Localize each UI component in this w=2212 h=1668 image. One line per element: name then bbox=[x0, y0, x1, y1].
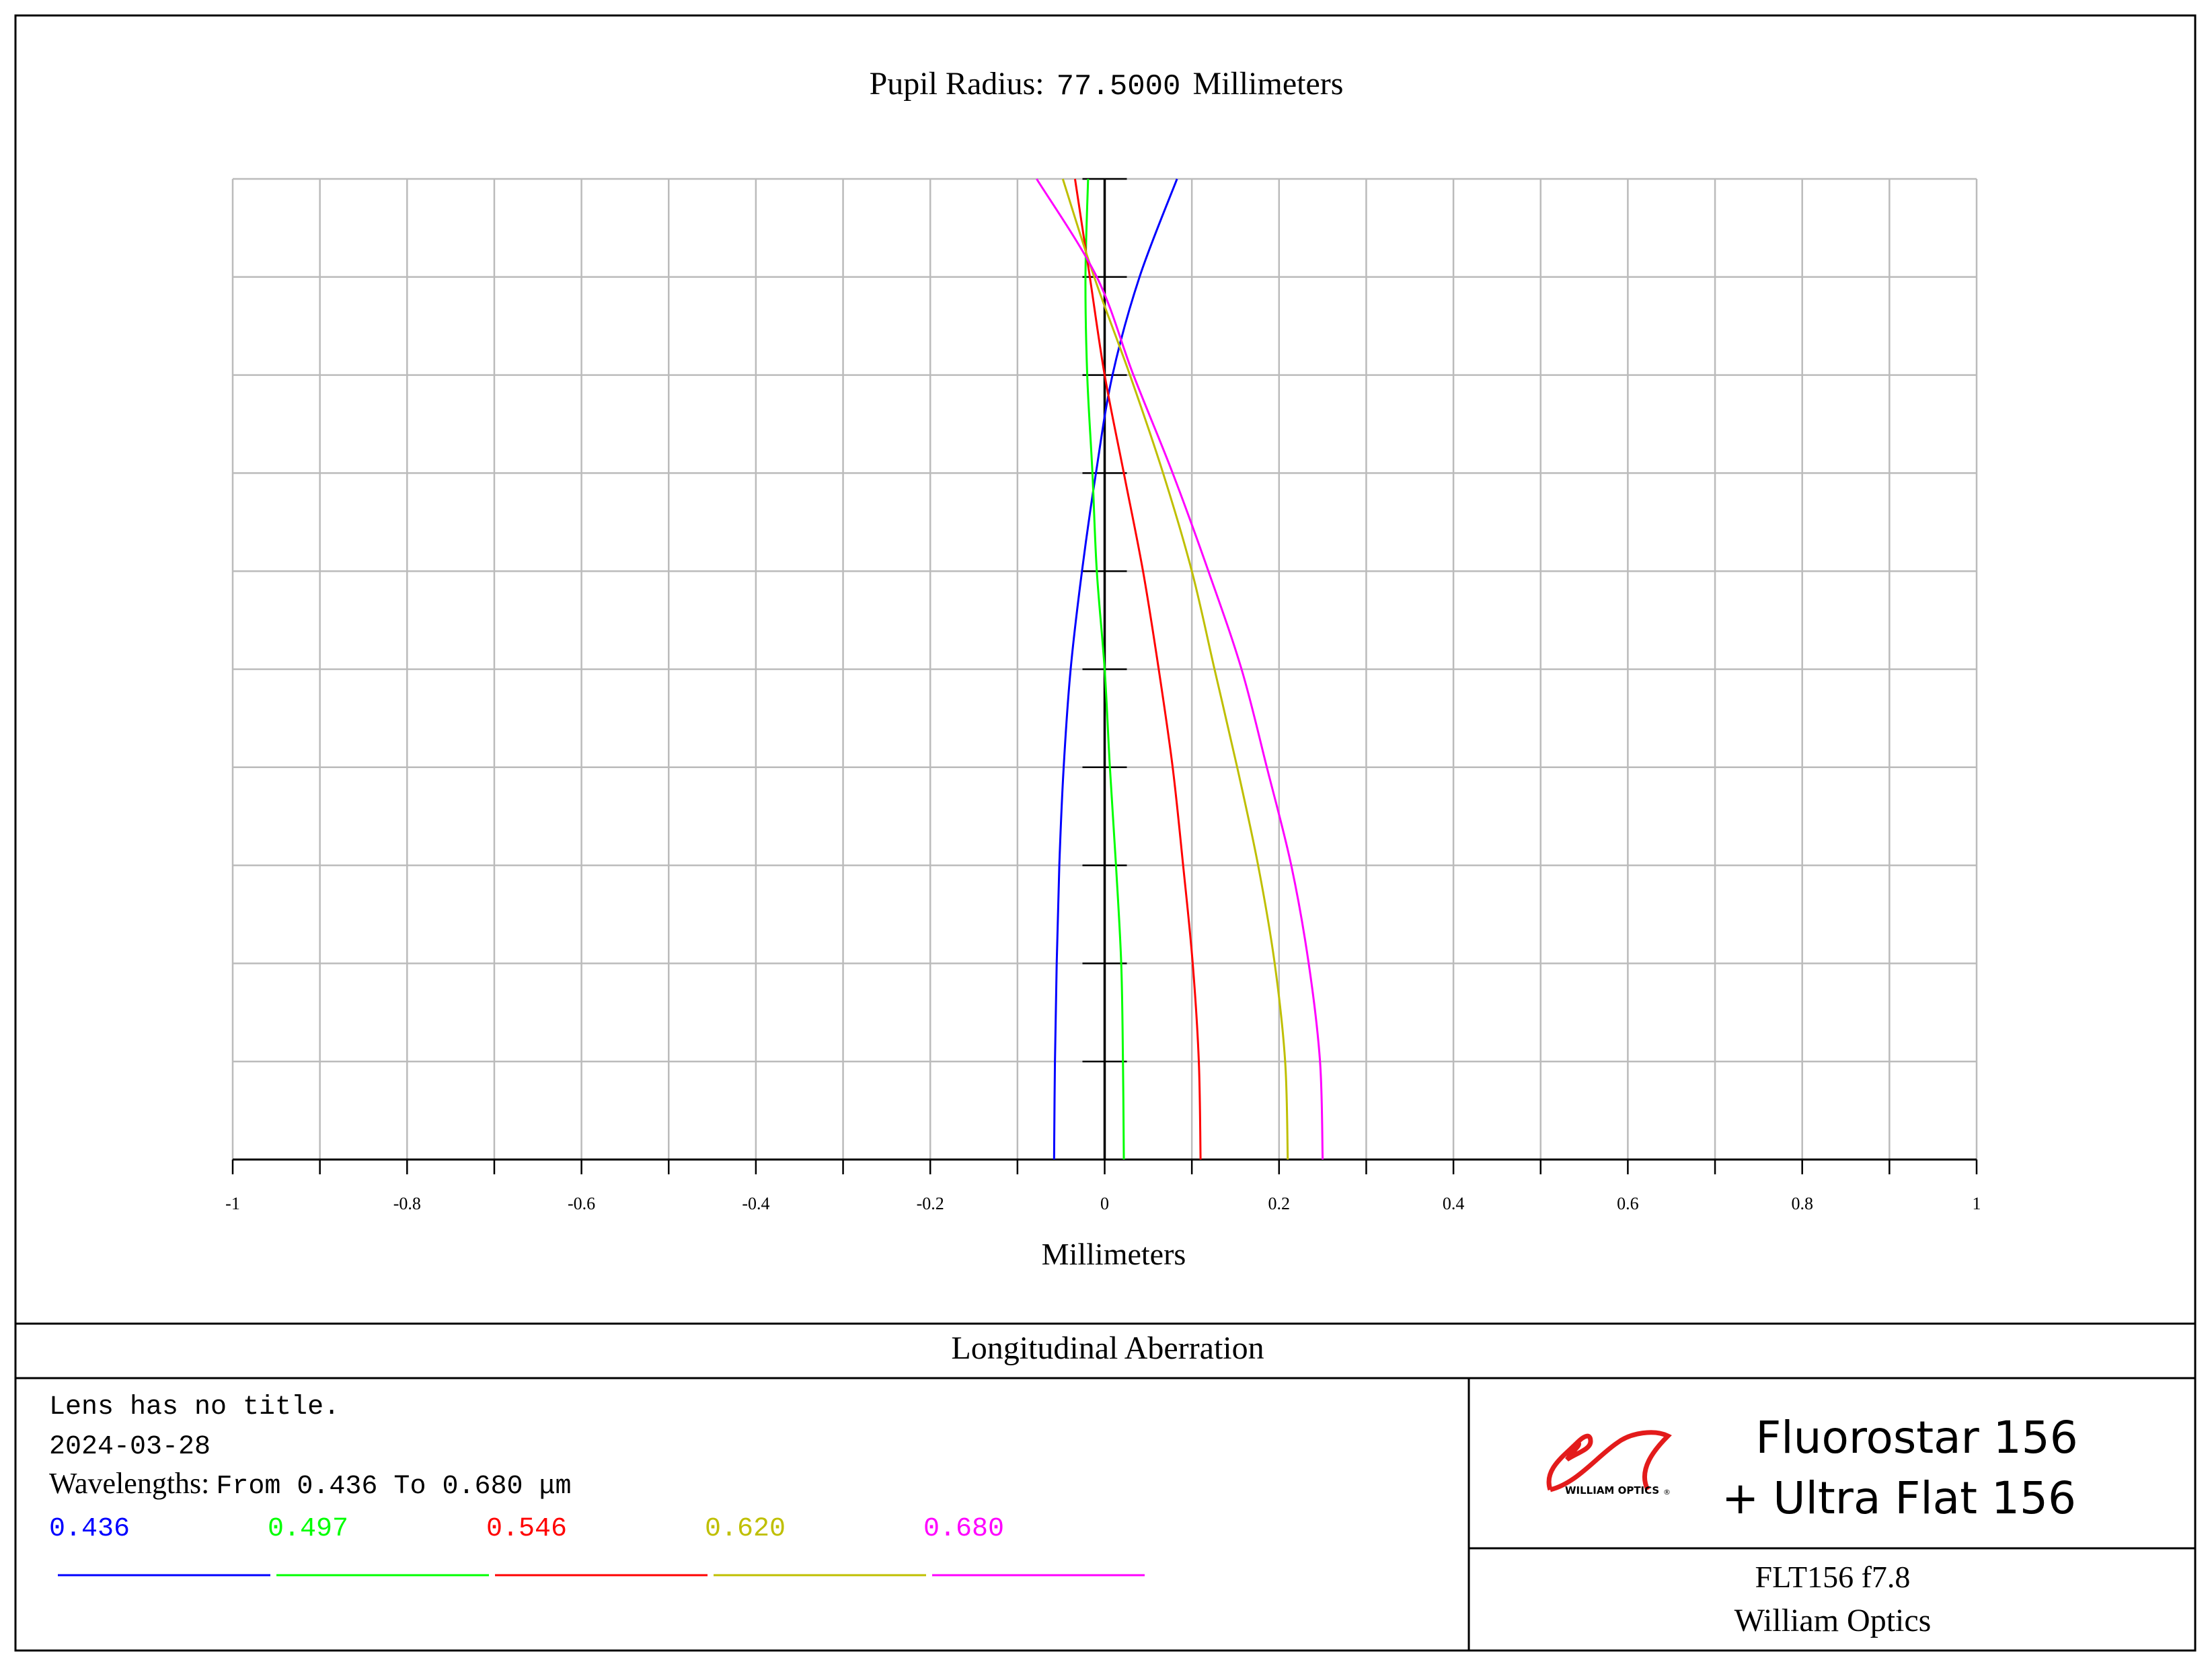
date: 2024-03-28 bbox=[49, 1432, 211, 1462]
legend-label-0.436: 0.436 bbox=[49, 1514, 130, 1544]
config-name: FLT156 f7.8 bbox=[1755, 1560, 1911, 1594]
plot-type-label: Longitudinal Aberration bbox=[951, 1330, 1264, 1366]
x-tick-label: -1 bbox=[225, 1194, 240, 1213]
x-tick-label: 0.8 bbox=[1791, 1194, 1813, 1213]
product-line-2: + Ultra Flat 156 bbox=[1722, 1472, 2076, 1524]
series-line-0.680 bbox=[1036, 178, 1324, 1160]
lens-title: Lens has no title. bbox=[49, 1392, 340, 1423]
william-optics-logo: WILLIAM OPTICS ® bbox=[1546, 1430, 1672, 1496]
x-tick-label: 1 bbox=[1973, 1194, 1981, 1213]
legend-label-0.546: 0.546 bbox=[486, 1514, 567, 1544]
series-line-0.546 bbox=[1073, 178, 1202, 1160]
svg-text:®: ® bbox=[1663, 1488, 1671, 1496]
x-tick-labels: -1 -0.8 -0.6 -0.4 -0.2 0 0.2 0.4 0.6 0.8 1 bbox=[225, 1194, 1981, 1213]
x-tick-label: -0.6 bbox=[568, 1194, 595, 1213]
wavelengths-info: Wavelengths: From 0.436 To 0.680 μm bbox=[49, 1467, 571, 1502]
product-line-1: Fluorostar 156 bbox=[1755, 1412, 2077, 1464]
outer-border bbox=[14, 14, 2197, 1652]
company-name: William Optics bbox=[1734, 1603, 1932, 1638]
legend: 0.436 0.497 0.546 0.620 0.680 bbox=[49, 1514, 1145, 1577]
x-tick-label: 0.2 bbox=[1268, 1194, 1291, 1213]
x-tick-label: -0.2 bbox=[917, 1194, 944, 1213]
plot-title: Pupil Radius: 77.5000 Millimeters bbox=[870, 66, 1344, 104]
legend-label-0.620: 0.620 bbox=[705, 1514, 786, 1544]
x-tick-label: 0.4 bbox=[1443, 1194, 1465, 1213]
legend-label-0.497: 0.497 bbox=[268, 1514, 348, 1544]
legend-label-0.680: 0.680 bbox=[923, 1514, 1004, 1544]
x-tick-label: 0 bbox=[1100, 1194, 1109, 1213]
x-axis-label: Millimeters bbox=[1042, 1237, 1186, 1271]
series-line-0.497 bbox=[1084, 178, 1125, 1160]
x-tick-label: -0.4 bbox=[742, 1194, 769, 1213]
curves bbox=[1036, 178, 1324, 1160]
series-line-0.620 bbox=[1061, 178, 1289, 1160]
x-tick-label: 0.6 bbox=[1617, 1194, 1639, 1213]
svg-text:WILLIAM OPTICS: WILLIAM OPTICS bbox=[1565, 1484, 1659, 1496]
x-tick-label: -0.8 bbox=[393, 1194, 421, 1213]
